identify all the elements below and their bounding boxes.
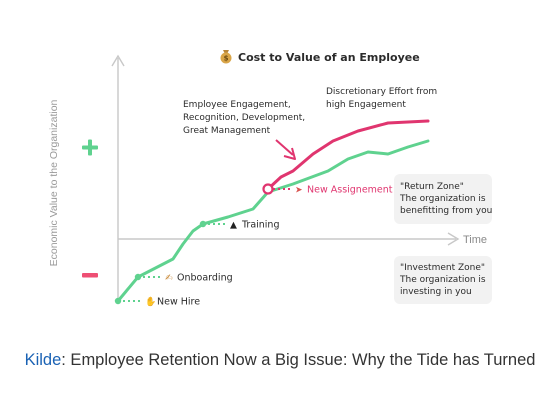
series-line-1	[266, 119, 430, 191]
milestone-layer: ✋ New Hire ✍ Onboarding ▲ Training ➤ New Assign…	[114, 183, 393, 308]
annotation-line: Great Management	[183, 126, 271, 136]
milestone-label: Onboarding	[177, 273, 233, 284]
svg-text:$: $	[224, 55, 229, 63]
y-axis	[111, 54, 125, 302]
milestone-0: ✋ New Hire	[114, 296, 200, 308]
annotation-line: Employee Engagement,	[183, 100, 291, 110]
milestone-label: New Assignement	[307, 185, 393, 196]
minus-icon	[82, 273, 98, 278]
annotation-line: high Engagement	[326, 100, 406, 110]
return-zone-line: benefitting from you	[400, 206, 492, 216]
caption-text: : Employee Retention Now a Big Issue: Wh…	[61, 351, 536, 369]
annotation-line: Recognition, Development,	[183, 113, 305, 123]
figure-caption: Kilde: Employee Retention Now a Big Issu…	[20, 349, 540, 372]
milestone-label: New Hire	[157, 297, 200, 308]
milestone-label: Training	[241, 220, 280, 231]
milestone-marker	[134, 273, 142, 281]
chart-title-group: $ Cost to Value of an Employee	[220, 50, 420, 64]
investment-zone-line: investing in you	[400, 287, 472, 297]
svg-text:"Return Zone" The organi: "Return Zone" The organization is benefi…	[399, 182, 492, 216]
investment-zone-title: "Investment Zone"	[400, 263, 485, 273]
annotation-engagement: Employee Engagement, Recognition, Develo…	[183, 100, 308, 136]
annotation-discretionary: Discretionary Effort from high Engagemen…	[326, 87, 440, 110]
annotation-arrow-icon	[275, 139, 296, 160]
chart: $ Cost to Value of an Employee Economic …	[48, 50, 492, 308]
chart-title: Cost to Value of an Employee	[238, 51, 420, 64]
milestone-marker	[262, 183, 274, 195]
return-zone-line: The organization is	[399, 194, 486, 204]
waving-hand-icon: ✋	[145, 296, 156, 308]
series-layer	[116, 119, 430, 303]
investment-zone-line: The organization is	[399, 275, 486, 285]
milestone-marker	[199, 220, 207, 228]
svg-text:"Investment Zone" The or: "Investment Zone" The organization is in…	[399, 263, 489, 297]
writing-hand-icon: ✍	[165, 274, 173, 284]
series-line-0	[116, 139, 430, 303]
caption-source-link[interactable]: Kilde	[24, 351, 62, 369]
return-zone-box: "Return Zone" The organization is benefi…	[394, 174, 492, 224]
milestone-3: ➤ New Assignement	[262, 183, 393, 196]
plus-icon	[82, 139, 98, 156]
graduation-cap-icon: ▲	[230, 221, 237, 231]
return-zone-title: "Return Zone"	[400, 182, 464, 192]
money-bag-icon: $	[220, 50, 232, 64]
milestone-2: ▲ Training	[199, 220, 280, 231]
x-axis	[118, 232, 460, 246]
milestone-1: ✍ Onboarding	[134, 273, 233, 284]
x-axis-label: Time	[463, 234, 487, 246]
investment-zone-box: "Investment Zone" The organization is in…	[394, 256, 492, 304]
y-axis-label: Economic Value to the Organization	[48, 99, 60, 266]
milestone-marker	[114, 297, 122, 305]
rocket-icon: ➤	[295, 186, 303, 196]
annotation-line: Discretionary Effort from	[326, 87, 437, 97]
